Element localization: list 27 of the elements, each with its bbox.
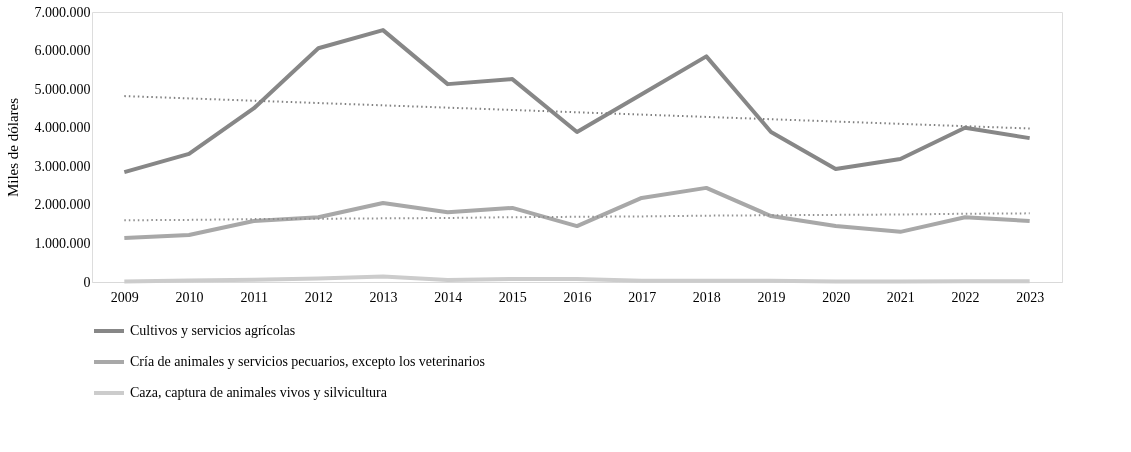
legend-label: Caza, captura de animales vivos y silvicultura [130,385,388,400]
x-tick-label: 2015 [498,289,527,305]
y-axis-title: Miles de dólares [4,97,21,198]
x-tick-label: 2018 [692,289,721,305]
y-tick-label: 4.000.000 [34,120,91,136]
y-tick-label: 2.000.000 [34,197,91,213]
x-tick-label: 2011 [240,289,268,305]
x-tick-label: 2022 [951,289,980,305]
y-tick-label: 3.000.000 [34,158,91,174]
x-tick-label: 2010 [175,289,204,305]
x-tick-label: 2016 [563,289,592,305]
x-tick-label: 2009 [110,289,139,305]
x-tick-label: 2012 [304,289,333,305]
x-tick-label: 2019 [757,289,786,305]
y-tick-label: 5.000.000 [34,81,91,97]
x-tick-label: 2023 [1016,289,1045,305]
legend-label: Cultivos y servicios agrícolas [130,323,296,338]
legend-label: Cría de animales y servicios pecuarios, excepto los veterinarios [130,354,485,369]
y-tick-label: 6.000.000 [34,43,91,59]
x-tick-label: 2014 [434,289,463,305]
y-tick-label: 7.000.000 [34,4,91,20]
x-tick-label: 2021 [886,289,915,305]
x-tick-label: 2013 [369,289,398,305]
y-tick-label: 0 [83,274,91,290]
x-tick-label: 2017 [628,289,657,305]
y-tick-label: 1.000.000 [34,235,91,251]
x-tick-label: 2020 [822,289,851,305]
